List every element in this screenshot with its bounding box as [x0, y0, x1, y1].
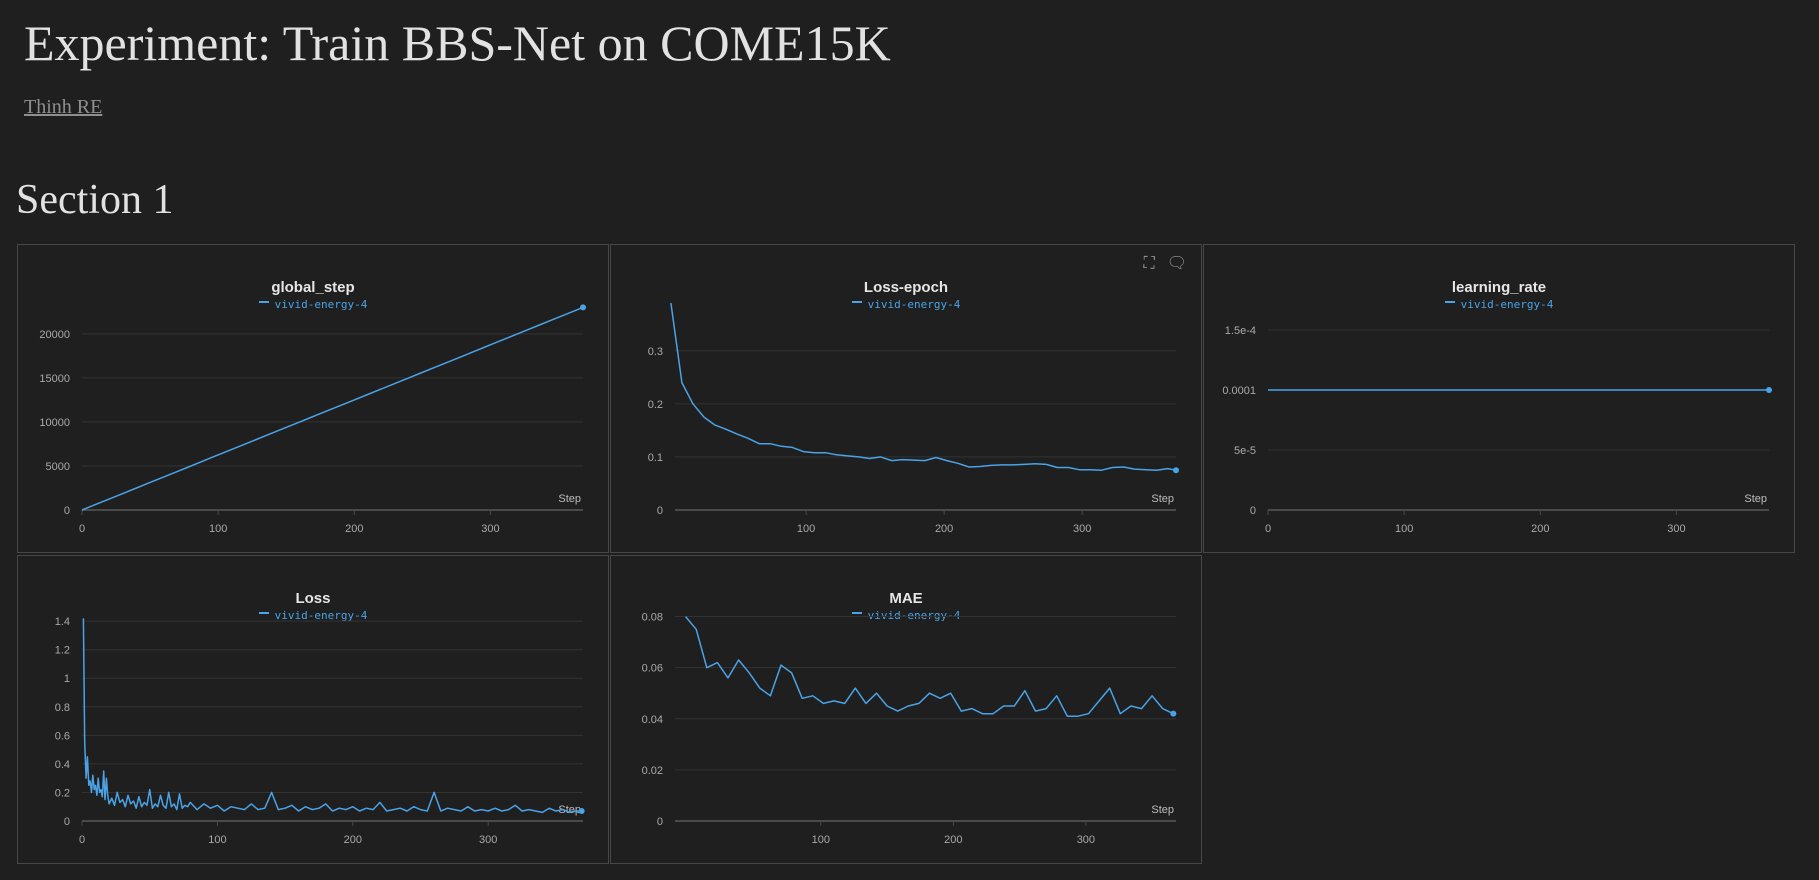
chart-panel-loss[interactable]: Loss vivid-energy-4 0 0.2 0.4 0.6 0.8 1 1.2 1.4… [17, 555, 609, 864]
legend-label: vivid-energy-4 [1460, 298, 1554, 311]
y-tick-label: 0.2 [55, 787, 70, 799]
x-tick-label: 100 [209, 523, 227, 535]
legend-label: vivid-energy-4 [867, 609, 961, 622]
y-tick-label: 1 [64, 673, 70, 685]
y-tick-label: 5000 [46, 461, 70, 473]
x-tick-label: 0 [79, 834, 85, 846]
series-end-point [1766, 387, 1772, 393]
x-tick-label: 100 [208, 834, 226, 846]
chart-title: Loss-epoch [863, 279, 949, 296]
panel-toolbar: ⛶ 🗨 [1131, 253, 1187, 273]
author-link[interactable]: Thinh RE [24, 96, 103, 118]
y-tick-label: 1.4 [55, 616, 70, 628]
y-tick-label: 0 [657, 505, 663, 517]
series-line [670, 302, 1177, 471]
chart-legend: vivid-energy-4 [611, 298, 1201, 311]
y-tick-label: 5e-5 [1234, 445, 1256, 457]
chart-title: learning_rate [1451, 279, 1547, 296]
x-tick-label: 100 [1395, 523, 1413, 535]
chart-title: Loss [295, 590, 331, 607]
y-tick-label: 0.08 [642, 612, 663, 624]
y-tick-label: 0.02 [642, 765, 663, 777]
chart-plot: 0 0.2 0.4 0.6 0.8 1 1.2 1.4 0 100 200 300 Step [55, 616, 585, 846]
y-tick-label: 0.3 [648, 346, 663, 358]
y-tick-label: 0.06 [642, 663, 663, 675]
x-tick-label: 200 [344, 834, 362, 846]
y-tick-label: 20000 [39, 329, 70, 341]
x-tick-label: 100 [812, 834, 830, 846]
y-tick-label: 0.04 [642, 714, 663, 726]
chart-plot: 0 0.1 0.2 0.3 100 200 300 Step [648, 302, 1179, 535]
series-end-point [1173, 467, 1179, 474]
series-end-point [1170, 710, 1177, 717]
chart-legend: vivid-energy-4 [18, 298, 608, 311]
x-tick-label: 0 [79, 523, 85, 535]
y-tick-label: 1.5e-4 [1225, 325, 1256, 337]
chart-panel-global-step[interactable]: global_step vivid-energy-4 0 5000 10000 150… [17, 244, 609, 553]
series-end-point [578, 808, 585, 815]
y-tick-label: 1.2 [55, 645, 70, 657]
x-tick-label: 200 [1531, 523, 1549, 535]
series-line [685, 616, 1174, 717]
y-tick-label: 0.0001 [1222, 385, 1256, 397]
chart-plot: 0 5e-5 0.0001 1.5e-4 0 100 200 300 Step [1222, 325, 1772, 535]
legend-label: vivid-energy-4 [867, 298, 961, 311]
y-tick-label: 0.4 [55, 759, 70, 771]
x-axis-label: Step [1151, 804, 1174, 816]
x-tick-label: 300 [1073, 523, 1091, 535]
chart-title: global_step [271, 279, 355, 296]
x-tick-label: 300 [481, 523, 499, 535]
section-title: Section 1 [16, 177, 174, 223]
comment-icon[interactable]: 🗨 [1166, 255, 1187, 272]
legend-swatch [1444, 301, 1455, 303]
x-axis-label: Step [1151, 493, 1174, 505]
chart-title: MAE [889, 590, 923, 607]
x-tick-label: 300 [479, 834, 497, 846]
legend-swatch [258, 612, 269, 614]
chart-panel-loss-epoch[interactable]: ⛶ 🗨 Loss-epoch vivid-energy-4 0 0.1 0.2 0.3 1… [610, 244, 1202, 553]
x-tick-label: 300 [1077, 834, 1095, 846]
y-tick-label: 15000 [39, 373, 70, 385]
x-tick-label: 200 [345, 523, 363, 535]
series-line [82, 618, 582, 814]
chart-legend: vivid-energy-4 [18, 609, 608, 622]
fullscreen-icon[interactable]: ⛶ [1143, 255, 1155, 272]
y-tick-label: 10000 [39, 417, 70, 429]
legend-swatch [851, 612, 862, 614]
y-tick-label: 0.6 [55, 730, 70, 742]
x-tick-label: 0 [1265, 523, 1271, 535]
legend-swatch [851, 301, 862, 303]
y-tick-label: 0.1 [648, 452, 663, 464]
chart-plot: 0 0.02 0.04 0.06 0.08 100 200 300 Step [642, 612, 1177, 846]
y-tick-label: 0 [1250, 505, 1256, 517]
x-tick-label: 300 [1667, 523, 1685, 535]
legend-label: vivid-energy-4 [274, 609, 368, 622]
series-end-point [580, 304, 586, 311]
x-axis-label: Step [558, 493, 581, 505]
x-tick-label: 200 [944, 834, 962, 846]
y-tick-label: 0 [657, 816, 663, 828]
y-tick-label: 0 [64, 816, 70, 828]
x-axis-label: Step [1744, 493, 1767, 505]
chart-plot: 0 5000 10000 15000 20000 0 100 200 300 Step [39, 304, 586, 535]
legend-label: vivid-energy-4 [274, 298, 368, 311]
legend-swatch [258, 301, 269, 303]
chart-legend: vivid-energy-4 [611, 609, 1201, 622]
chart-panel-learning-rate[interactable]: learning_rate vivid-energy-4 0 5e-5 0.0001… [1203, 244, 1795, 553]
x-tick-label: 200 [935, 523, 953, 535]
y-tick-label: 0.8 [55, 702, 70, 714]
y-tick-label: 0.2 [648, 399, 663, 411]
series-line [81, 306, 584, 511]
chart-panel-mae[interactable]: MAE vivid-energy-4 0 0.02 0.04 0.06 0.08 100 2… [610, 555, 1202, 864]
y-tick-label: 0 [64, 505, 70, 517]
x-tick-label: 100 [797, 523, 815, 535]
chart-legend: vivid-energy-4 [1204, 298, 1794, 311]
page-title: Experiment: Train BBS-Net on COME15K [24, 15, 891, 71]
x-axis-label: Step [558, 804, 581, 816]
